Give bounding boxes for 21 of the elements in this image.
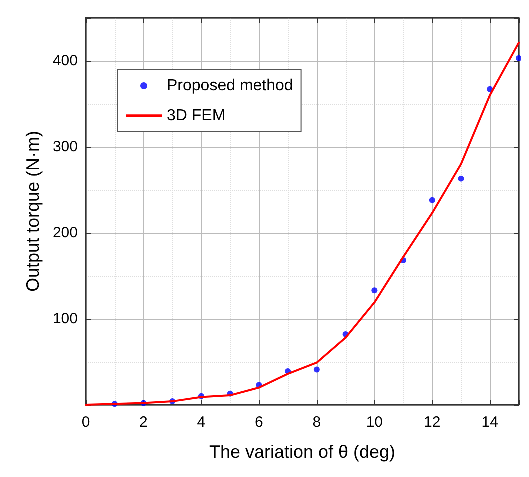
y-tick-label: 100 — [52, 310, 78, 328]
point — [314, 366, 320, 373]
x-tick-label: 0 — [82, 414, 90, 431]
legend-label: 3D FEM — [167, 108, 226, 124]
y-axis-title: Output torque (N·m) — [23, 130, 43, 292]
x-tick-label: 4 — [197, 414, 206, 431]
x-axis-title: The variation of θ (deg) — [209, 442, 396, 462]
y-tick-label: 200 — [52, 224, 78, 242]
point — [516, 55, 521, 62]
y-tick-label: 300 — [52, 138, 78, 156]
x-tick-label: 12 — [424, 414, 441, 431]
legend-label: Proposed method — [167, 78, 294, 94]
point — [429, 197, 436, 204]
point — [372, 288, 378, 294]
x-tick-label: 6 — [255, 414, 264, 431]
x-tick-label: 2 — [140, 414, 148, 431]
point — [458, 176, 464, 182]
x-tick-label: 10 — [366, 414, 384, 431]
x-tick-label: 14 — [482, 414, 498, 431]
y-tick-label: 400 — [52, 52, 78, 70]
x-tick-label: 8 — [312, 414, 322, 431]
